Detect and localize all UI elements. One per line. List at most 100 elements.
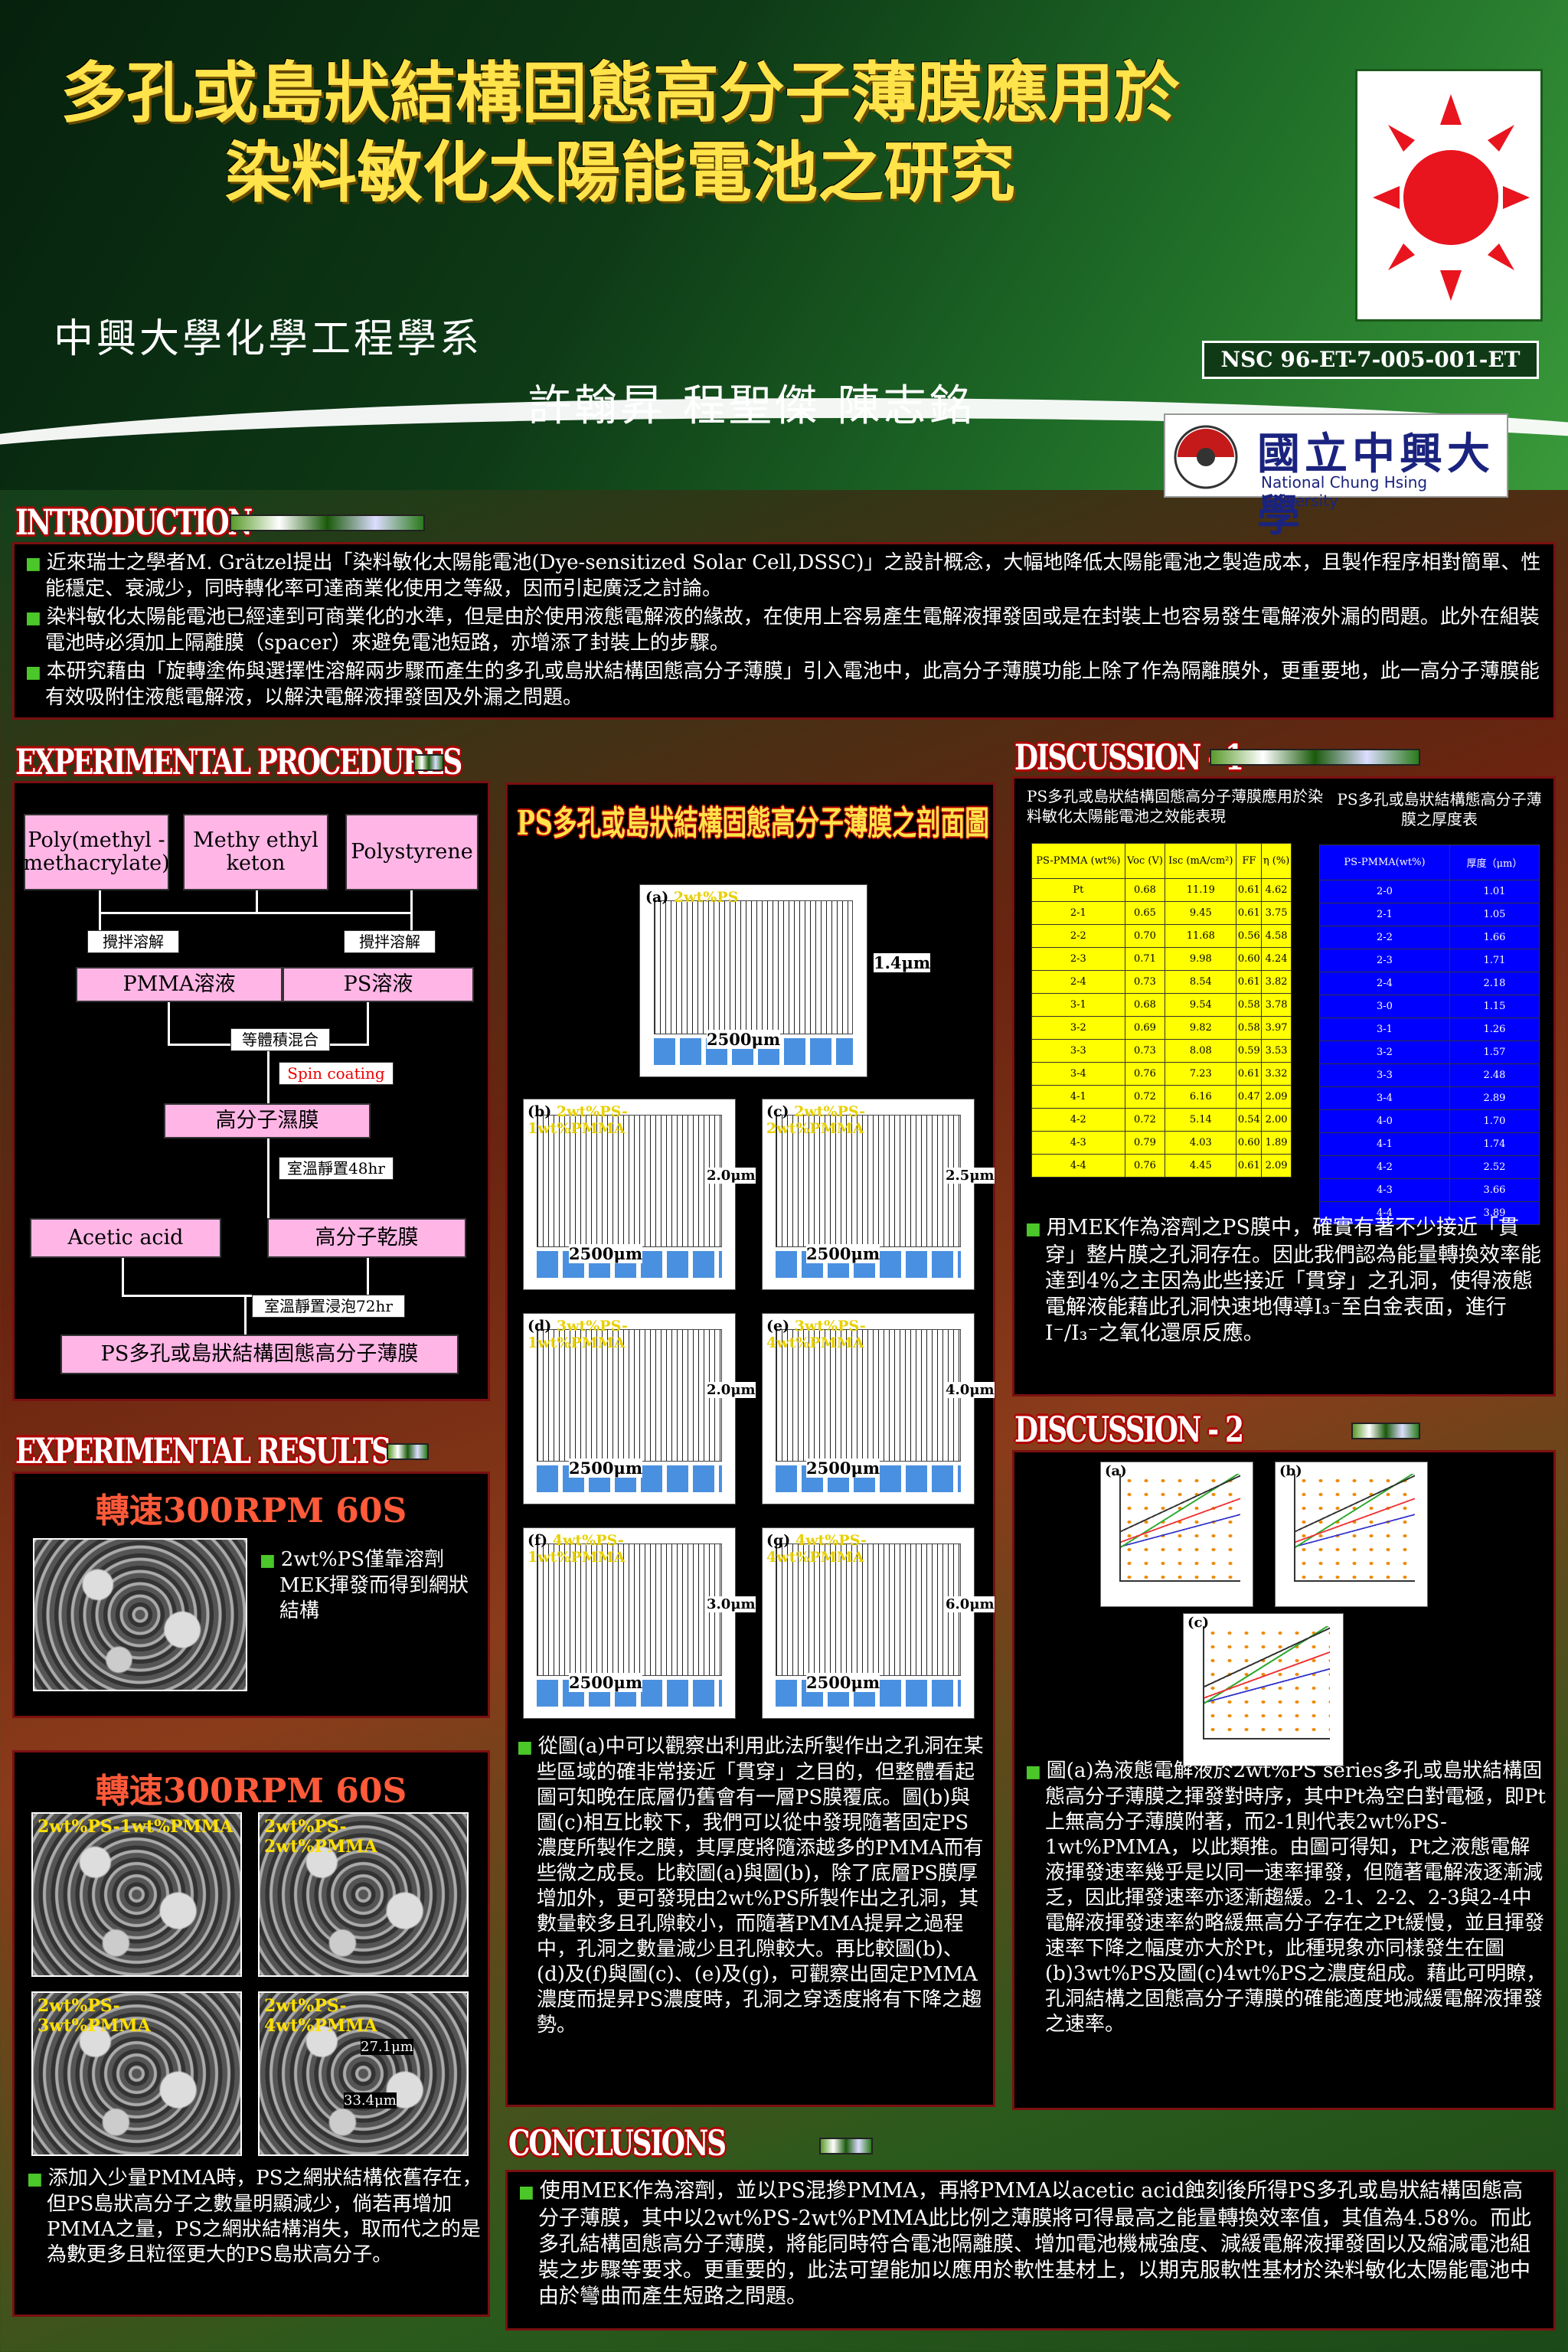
efficiency-table-cell: 1.89 [1261,1131,1292,1155]
efficiency-table-cell: 0.47 [1236,1085,1263,1109]
efficiency-table-cell: 6.16 [1165,1085,1237,1109]
thickness-table-row: 4-1 1.74 [1319,1132,1540,1156]
efficiency-table-cell: 2.09 [1261,1154,1292,1178]
thickness-table-row: 4-2 2.52 [1319,1155,1540,1179]
thickness-table-cell: 1.71 [1449,949,1540,972]
efficiency-table-cell: 0.72 [1124,1085,1166,1109]
efficiency-table-row: 4-1 0.72 6.16 0.47 2.09 [1031,1085,1292,1109]
results-text-2: 添加入少量PMMA時，PS之網狀結構依舊存在，但PS島狀高分子之數量明顯減少，倘… [27,2166,482,2271]
graph-a-tag: (a) [1105,1463,1127,1479]
efficiency-table-cell: 9.54 [1165,993,1237,1017]
efficiency-table-cell: 0.65 [1124,901,1166,925]
intro-item-3: 本研究藉由「旋轉塗佈與選擇性溶解兩步驟而產生的多孔或島狀結構固態高分子薄膜」引入… [25,659,1543,710]
flow-spin-coating: Spin coating [279,1062,394,1085]
discussion-1-bar [1210,749,1420,766]
results-panel-1: 轉速300RPM 60S 2wt%PS僅靠溶劑MEK揮發而得到網狀結構 [12,1472,490,1718]
efficiency-table-cell: 3.75 [1261,901,1292,925]
afm-height-g: 6.0μm [946,1596,995,1612]
efficiency-table-header-cell: η (%) [1261,843,1292,879]
thickness-table-cell: 2-4 [1319,972,1450,995]
sem-dim-2: 33.4μm [344,2092,397,2109]
sem-image-2-3 [31,1991,242,2156]
thickness-table-cell: 2-2 [1319,926,1450,949]
discussion-1-panel: PS多孔或島狀結構固態高分子薄膜應用於染料敏化太陽能電池之效能表現 PS多孔或島… [1012,776,1556,1396]
efficiency-table-cell: 0.79 [1124,1131,1166,1155]
sem-label-2-1: 2wt%PS-1wt%PMMA [38,1817,234,1837]
results-sub-1: 轉速300RPM 60S [95,1491,407,1530]
discussion-1-heading: DISCUSSION - 1 [1014,737,1244,778]
efficiency-table-cell: 4-2 [1031,1108,1125,1132]
efficiency-table-cell: 0.59 [1236,1039,1263,1063]
evaporation-graph-a [1100,1462,1253,1607]
poster-title: 多孔或島狀結構固態高分子薄膜應用於 染料敏化太陽能電池之研究 [23,54,1217,213]
results-panel-2: 轉速300RPM 60S 2wt%PS-1wt%PMMA 2wt%PS-2wt%… [12,1750,490,2317]
thickness-table-cell: 4-3 [1319,1178,1450,1202]
afm-tag-f: (f) 4wt%PS-1wt%PMMA [528,1532,626,1566]
afm-height-d: 2.0μm [707,1382,756,1398]
efficiency-table-cell: 0.61 [1236,878,1263,902]
procedures-heading-bar [413,754,444,771]
thickness-table-header-cell: 厚度（μm） [1449,844,1540,880]
thickness-table-cell: 3.66 [1449,1178,1540,1202]
efficiency-table-cell: 0.71 [1124,947,1166,971]
efficiency-table-row: 4-3 0.79 4.03 0.60 1.89 [1031,1131,1292,1155]
efficiency-table: PS-PMMA (wt%) Voc (V) Isc (mA/cm²) FF η (%) P… [1031,843,1292,1178]
efficiency-table-cell: 3-4 [1031,1062,1125,1086]
efficiency-table-cell: 0.58 [1236,1016,1263,1040]
efficiency-table-cell: 0.61 [1236,1154,1263,1178]
efficiency-table-cell: 4-4 [1031,1154,1125,1178]
intro-heading: INTRODUCTION [15,501,253,543]
thickness-table-header-cell: PS-PMMA(wt%) [1319,844,1450,880]
thickness-table-cell: 3-3 [1319,1063,1450,1087]
afm-width-d: 2500μm [569,1459,643,1478]
afm-tag-d: (d) 3wt%PS-1wt%PMMA [528,1318,628,1351]
thickness-table-cell: 3-2 [1319,1040,1450,1064]
efficiency-table-cell: 3.82 [1261,970,1292,994]
flow-soak-72hr: 室溫靜置浸泡72hr [252,1295,405,1318]
efficiency-table-header-cell: Voc (V) [1124,843,1166,879]
efficiency-table-cell: 4.58 [1261,924,1292,948]
efficiency-table-cell: 4-3 [1031,1131,1125,1155]
efficiency-table-cell: 0.61 [1236,901,1263,925]
thickness-table-cell: 1.57 [1449,1040,1540,1064]
thickness-table-cell: 4-0 [1319,1109,1450,1133]
efficiency-table-cell: 0.61 [1236,1062,1263,1086]
afm-tag-c: (c) 2wt%PS-2wt%PMMA [766,1103,866,1137]
thickness-table-cell: 2.48 [1449,1063,1540,1087]
flow-acetic-acid: Acetic acid [30,1218,221,1258]
intro-item-2: 染料敏化太陽能電池已經達到可商業化的水準，但是由於使用液態電解液的緣故，在使用上… [25,605,1543,656]
afm-height-c: 2.5μm [946,1168,995,1184]
efficiency-table-row: 2-2 0.70 11.68 0.56 4.58 [1031,924,1292,948]
thickness-table-cell: 2.52 [1449,1155,1540,1179]
sem-dim-1: 27.1μm [361,2039,413,2055]
afm-tag-a: (a) 2wt%PS [645,889,739,906]
efficiency-table-cell: 0.60 [1236,947,1263,971]
efficiency-table-cell: 8.54 [1165,970,1237,994]
thickness-table-cell: 1.26 [1449,1018,1540,1041]
efficiency-table-cell: 2-4 [1031,970,1125,994]
efficiency-table-row: 2-1 0.65 9.45 0.61 3.75 [1031,901,1292,925]
efficiency-table-cell: 0.54 [1236,1108,1263,1132]
title-line-2: 染料敏化太陽能電池之研究 [225,134,1015,211]
thickness-table-cell: 1.74 [1449,1132,1540,1156]
efficiency-table-cell: 0.76 [1124,1062,1166,1086]
evaporation-graph-c [1183,1613,1344,1766]
afm-height-e: 4.0μm [946,1382,995,1398]
thickness-table-cell: 1.70 [1449,1109,1540,1133]
efficiency-table-row: 4-2 0.72 5.14 0.54 2.00 [1031,1108,1292,1132]
efficiency-table-cell: 3-1 [1031,993,1125,1017]
conclusions-heading: CONCLUSIONS [508,2122,727,2164]
efficiency-table-row: 3-4 0.76 7.23 0.61 3.32 [1031,1062,1292,1086]
flow-pmma: Poly(methyl -methacrylate) [23,814,170,890]
thickness-table-row: 2-3 1.71 [1319,949,1540,972]
efficiency-table-row: 3-3 0.73 8.08 0.59 3.53 [1031,1039,1292,1063]
efficiency-table-cell: Pt [1031,878,1125,902]
profile-text: 從圖(a)中可以觀察出利用此法所製作出之孔洞在某些區域的確非常接近「貫穿」之目的… [517,1734,984,2041]
efficiency-table-cell: 0.76 [1124,1154,1166,1178]
thickness-table-row: 3-3 2.48 [1319,1063,1540,1087]
sem-image-2-1 [31,1812,242,1977]
results-text-1: 2wt%PS僅靠溶劑MEK揮發而得到網狀結構 [260,1547,482,1627]
thickness-table-cell: 1.15 [1449,995,1540,1018]
efficiency-table-cell: 4.24 [1261,947,1292,971]
afm-width-a: 2500μm [707,1030,781,1049]
